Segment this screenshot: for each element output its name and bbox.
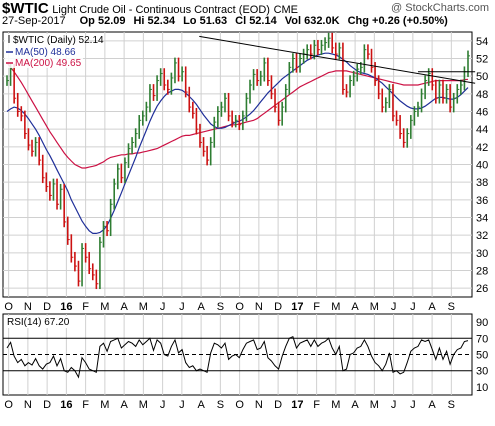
price-y-tick-26: 26 <box>476 283 488 295</box>
price-x-tick-15: 17 <box>291 301 303 313</box>
rsi-x-tick-16: F <box>313 399 320 411</box>
rsi-x-tick-22: A <box>428 399 436 411</box>
lo-value: 51.63 <box>199 15 228 27</box>
price-y-tick-50: 50 <box>476 71 488 83</box>
price-y-tick-36: 36 <box>476 195 488 207</box>
chg-label: Chg <box>347 15 369 27</box>
symbol: $WTIC <box>2 0 49 17</box>
hi-label: Hi <box>133 15 145 27</box>
rsi-y-tick-90: 90 <box>476 317 488 329</box>
price-x-tick-2: D <box>43 301 51 313</box>
rsi-x-tick-23: S <box>448 399 455 411</box>
price-x-tick-4: F <box>82 301 89 313</box>
price-x-tick-22: A <box>428 301 436 313</box>
hi-value: 52.34 <box>147 15 176 27</box>
legend-ma200: MA(200) 49.65 <box>15 58 82 69</box>
rsi-x-tick-8: J <box>160 399 166 411</box>
rsi-x-tick-20: J <box>391 399 397 411</box>
price-y-tick-52: 52 <box>476 54 488 66</box>
rsi-x-tick-9: J <box>179 399 185 411</box>
op-label: Op <box>79 15 95 27</box>
price-x-tick-6: A <box>120 301 128 313</box>
rsi-x-tick-21: J <box>410 399 416 411</box>
price-x-tick-19: M <box>370 301 379 313</box>
resistance-trendline <box>199 35 476 84</box>
rsi-x-tick-17: M <box>331 399 340 411</box>
rsi-x-tick-0: O <box>4 399 13 411</box>
price-x-tick-17: M <box>331 301 340 313</box>
vol-label: Vol <box>284 15 302 27</box>
price-x-tick-7: M <box>139 301 148 313</box>
rsi-legend-bg <box>5 316 77 328</box>
rsi-x-tick-11: S <box>217 399 224 411</box>
price-x-tick-0: O <box>4 301 13 313</box>
price-x-tick-10: A <box>197 301 205 313</box>
price-x-tick-13: N <box>255 301 263 313</box>
ma50-line <box>6 52 469 234</box>
price-x-tick-5: M <box>100 301 109 313</box>
price-x-tick-12: O <box>235 301 244 313</box>
price-x-tick-20: J <box>391 301 397 313</box>
rsi-x-tick-3: 16 <box>60 399 72 411</box>
quote-date: 27-Sep-2017 <box>2 15 66 27</box>
price-x-tick-9: J <box>179 301 185 313</box>
price-bars <box>6 32 470 290</box>
rsi-y-tick-70: 70 <box>476 333 488 345</box>
rsi-x-tick-7: M <box>139 399 148 411</box>
price-x-tick-21: J <box>410 301 416 313</box>
price-x-tick-11: S <box>217 301 224 313</box>
chart-title: $WTIC Light Crude Oil - Continuous Contr… <box>2 0 298 17</box>
price-y-tick-28: 28 <box>476 266 488 278</box>
price-x-tick-16: F <box>313 301 320 313</box>
description: Light Crude Oil - Continuous Contract (E… <box>52 4 270 16</box>
quote-line: 27-Sep-2017 Op 52.09 Hi 52.34 Lo 51.63 Cl 52… <box>2 15 448 27</box>
rsi-x-tick-18: A <box>351 399 359 411</box>
price-x-tick-18: A <box>351 301 359 313</box>
price-y-tick-38: 38 <box>476 177 488 189</box>
watermark: @ StockCharts.com <box>391 2 489 14</box>
price-y-tick-32: 32 <box>476 230 488 242</box>
legend-rsi: RSI(14) 67.20 <box>7 317 70 328</box>
price-y-tick-30: 30 <box>476 248 488 260</box>
price-y-tick-34: 34 <box>476 213 488 225</box>
price-x-tick-14: D <box>274 301 282 313</box>
rsi-x-tick-10: A <box>197 399 205 411</box>
rsi-x-tick-14: D <box>274 399 282 411</box>
rsi-x-tick-2: D <box>43 399 51 411</box>
rsi-x-tick-5: M <box>100 399 109 411</box>
cl-label: Cl <box>235 15 247 27</box>
price-x-tick-23: S <box>448 301 455 313</box>
legend-price: $WTIC (Daily) 52.14 <box>13 35 104 46</box>
rsi-y-tick-30: 30 <box>476 366 488 378</box>
price-y-tick-40: 40 <box>476 160 488 172</box>
ma200-line <box>6 62 469 169</box>
price-x-tick-3: 16 <box>60 301 72 313</box>
op-value: 52.09 <box>97 15 126 27</box>
rsi-line <box>6 336 469 379</box>
lo-label: Lo <box>183 15 197 27</box>
rsi-x-tick-13: N <box>255 399 263 411</box>
rsi-x-tick-19: M <box>370 399 379 411</box>
rsi-x-tick-4: F <box>82 399 89 411</box>
rsi-y-tick-10: 10 <box>476 382 488 394</box>
cl-value: 52.14 <box>249 15 277 27</box>
vol-value: 632.0K <box>304 15 340 27</box>
price-y-tick-48: 48 <box>476 89 488 101</box>
price-x-tick-1: N <box>24 301 32 313</box>
rsi-x-tick-1: N <box>24 399 32 411</box>
exchange: CME <box>273 4 299 16</box>
chg-value: +0.26 (+0.50%) <box>372 15 448 27</box>
price-y-tick-44: 44 <box>476 124 488 136</box>
price-y-tick-54: 54 <box>476 36 488 48</box>
rsi-x-tick-12: O <box>235 399 244 411</box>
price-y-tick-42: 42 <box>476 142 488 154</box>
price-legend-bg <box>5 34 83 68</box>
legend-ma50: MA(50) 48.66 <box>15 47 76 58</box>
price-y-tick-46: 46 <box>476 107 488 119</box>
price-x-tick-8: J <box>160 301 166 313</box>
rsi-x-tick-15: 17 <box>291 399 303 411</box>
rsi-y-tick-50: 50 <box>476 350 488 362</box>
rsi-x-tick-6: A <box>120 399 128 411</box>
